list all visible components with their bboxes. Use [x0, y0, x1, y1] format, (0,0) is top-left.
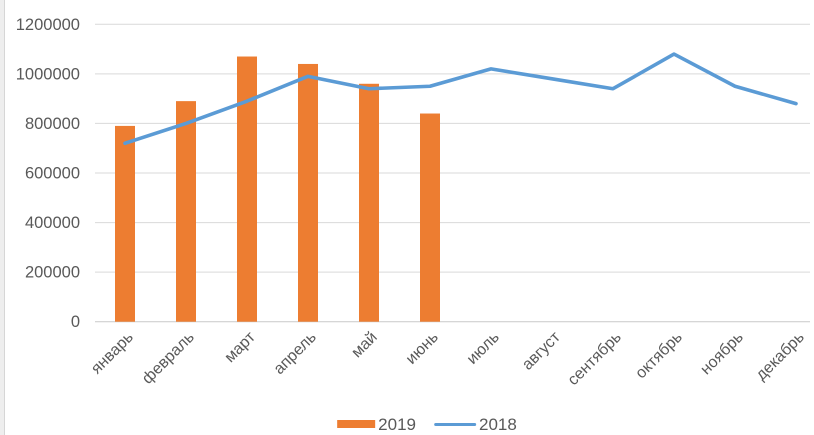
- y-axis-tick-label: 1200000: [16, 16, 80, 34]
- legend-item-2019: 2019: [337, 416, 416, 433]
- legend-label-2018: 2018: [479, 414, 517, 434]
- x-axis-label-май: май: [348, 329, 380, 361]
- legend-item-2018: 2018: [434, 416, 517, 433]
- x-axis-label-февраль: февраль: [139, 329, 198, 388]
- bar-2019-январь: [115, 125, 135, 322]
- bar-2019-март: [237, 56, 257, 322]
- y-axis-tick-label: 400000: [25, 214, 80, 232]
- y-axis-tick-label: 1000000: [16, 65, 80, 83]
- y-axis-tick-label: 600000: [25, 165, 80, 183]
- bar-2019-май: [359, 83, 379, 322]
- x-axis-label-июнь: июнь: [403, 329, 442, 368]
- x-axis-label-март: март: [222, 328, 260, 366]
- x-axis-label-январь: январь: [88, 329, 137, 378]
- bar-2019-июнь: [420, 113, 440, 322]
- x-axis-label-сентябрь: сентябрь: [565, 329, 625, 389]
- window-left-border: [0, 0, 5, 435]
- y-axis-tick-label: 200000: [25, 264, 80, 282]
- x-axis-label-апрель: апрель: [271, 329, 320, 378]
- legend-label-2019: 2019: [378, 414, 416, 434]
- bar-2019-февраль: [176, 101, 196, 322]
- line-series-2018: [123, 52, 798, 146]
- y-axis-tick-label: 0: [71, 313, 80, 331]
- x-axis-label-декабрь: декабрь: [753, 329, 808, 384]
- legend-bar-swatch-icon: [337, 420, 376, 428]
- x-axis-label-июль: июль: [464, 329, 503, 368]
- chart-legend: 2019 2018: [337, 414, 517, 434]
- y-axis-tick-label: 800000: [25, 115, 80, 133]
- x-axis-label-ноябрь: ноябрь: [697, 329, 746, 378]
- x-axis-label-октябрь: октябрь: [632, 329, 685, 382]
- x-axis-label-август: август: [519, 328, 564, 373]
- bar-2019-апрель: [298, 63, 318, 322]
- legend-line-swatch-icon: [434, 422, 476, 426]
